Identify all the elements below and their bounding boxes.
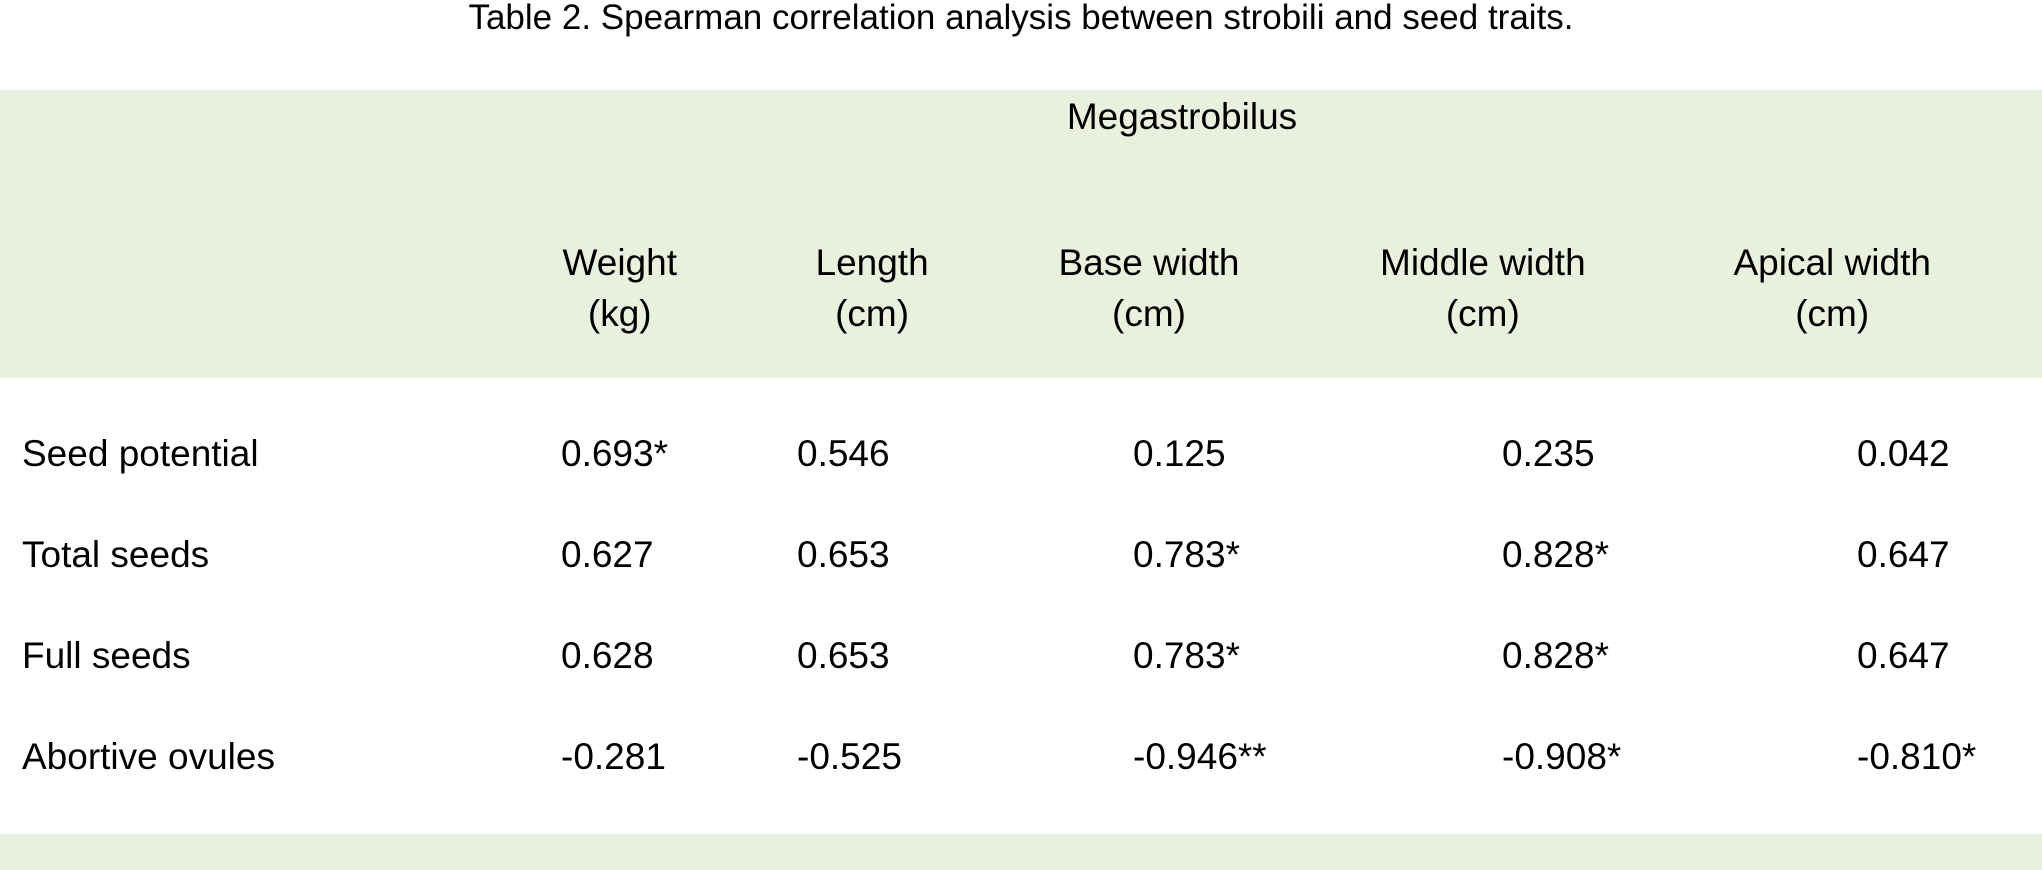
table-cell: 0.693* [561, 433, 668, 474]
row-label-abortive-ovules: Abortive ovules [22, 736, 275, 777]
table-cell: 0.653 [797, 635, 890, 676]
column-header-name: Base width [1058, 242, 1240, 283]
table-header-band [0, 90, 2042, 378]
table-footer-band [0, 834, 2042, 870]
column-header-base-width: Base width (cm) [1059, 237, 1240, 339]
column-header-unit: (kg) [587, 293, 652, 334]
table-cell: 0.125 [1133, 433, 1226, 474]
group-header-megastrobilus: Megastrobilus [1066, 96, 1298, 137]
column-header-weight: Weight (kg) [563, 237, 678, 339]
column-header-length: Length (cm) [816, 237, 929, 339]
table-cell: -0.281 [561, 736, 666, 777]
table-cell: 0.627 [561, 534, 654, 575]
row-label-total-seeds: Total seeds [22, 534, 210, 575]
column-header-unit: (cm) [1112, 293, 1186, 334]
table-cell: 0.828* [1502, 635, 1609, 676]
column-header-apical-width: Apical width (cm) [1734, 237, 1931, 339]
table-cell: 0.653 [797, 534, 890, 575]
column-header-name: Middle width [1380, 242, 1586, 283]
column-header-unit: (cm) [1445, 293, 1520, 334]
column-header-middle-width: Middle width (cm) [1380, 237, 1586, 339]
table-cell: 0.235 [1502, 433, 1595, 474]
table-cell: 0.783* [1133, 635, 1240, 676]
table-cell: 0.783* [1133, 534, 1240, 575]
table-cell: -0.908* [1502, 736, 1622, 777]
column-header-name: Length [815, 242, 929, 283]
column-header-name: Weight [562, 242, 678, 283]
table-cell: 0.628 [561, 635, 654, 676]
table-cell: -0.946** [1133, 736, 1267, 777]
table-cell: 0.828* [1502, 534, 1609, 575]
column-header-unit: (cm) [835, 293, 910, 334]
table-cell: 0.647 [1857, 635, 1950, 676]
column-header-unit: (cm) [1795, 293, 1870, 334]
table-cell: -0.810* [1857, 736, 1977, 777]
row-label-seed-potential: Seed potential [22, 433, 259, 474]
table-cell: 0.546 [797, 433, 890, 474]
table-caption: Table 2. Spearman correlation analysis b… [468, 0, 1574, 37]
table-cell: 0.647 [1857, 534, 1950, 575]
table-cell: -0.525 [797, 736, 902, 777]
column-header-name: Apical width [1733, 242, 1931, 283]
row-label-full-seeds: Full seeds [22, 635, 191, 676]
table-cell: 0.042 [1857, 433, 1950, 474]
